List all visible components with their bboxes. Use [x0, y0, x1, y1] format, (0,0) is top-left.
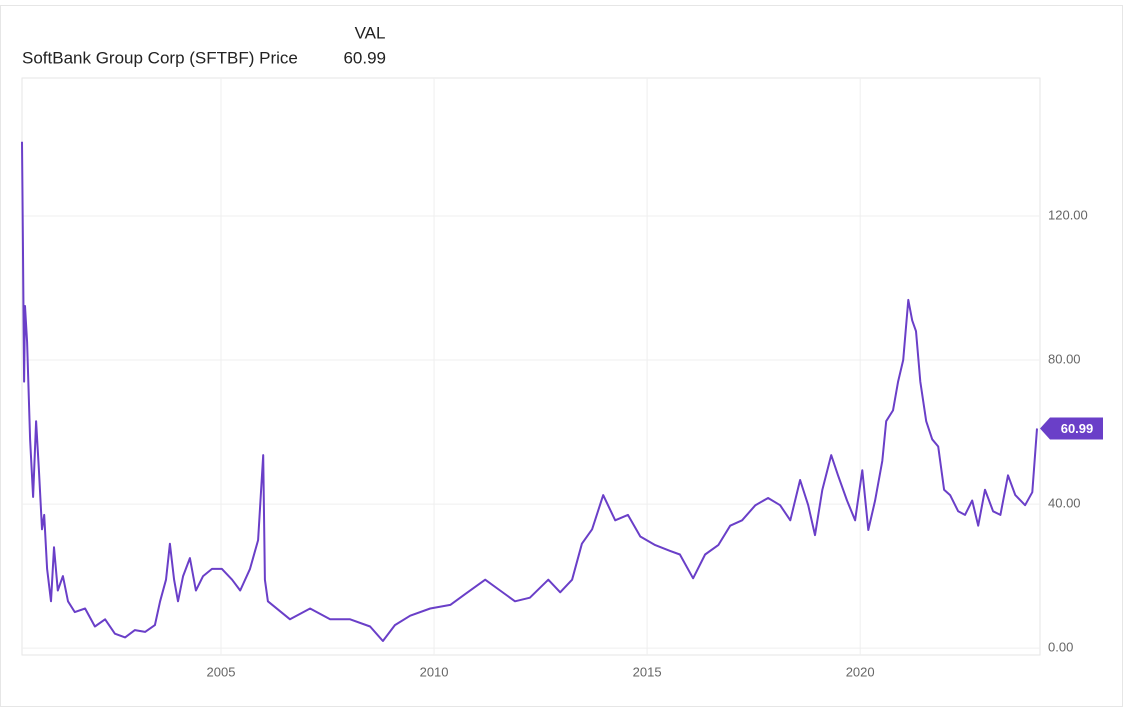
x-tick-label: 2015: [633, 664, 662, 679]
x-tick-label: 2010: [420, 664, 449, 679]
y-tick-label: 80.00: [1048, 351, 1081, 366]
y-tick-label: 120.00: [1048, 207, 1088, 222]
y-tick-label: 40.00: [1048, 496, 1081, 511]
x-tick-label: 2020: [846, 664, 875, 679]
frame: [0, 5, 1123, 707]
x-tick-label: 2005: [207, 664, 236, 679]
header-value: 60.99: [343, 48, 386, 67]
last-value-tag: [1040, 417, 1103, 440]
plot-area: [21, 77, 1041, 656]
last-value-label: 60.99: [1061, 421, 1094, 436]
column-heading: VAL: [355, 23, 386, 42]
chart-title: SoftBank Group Corp (SFTBF) Price: [22, 48, 298, 67]
price-line: [21, 141, 1038, 642]
y-tick-label: 0.00: [1048, 640, 1073, 655]
